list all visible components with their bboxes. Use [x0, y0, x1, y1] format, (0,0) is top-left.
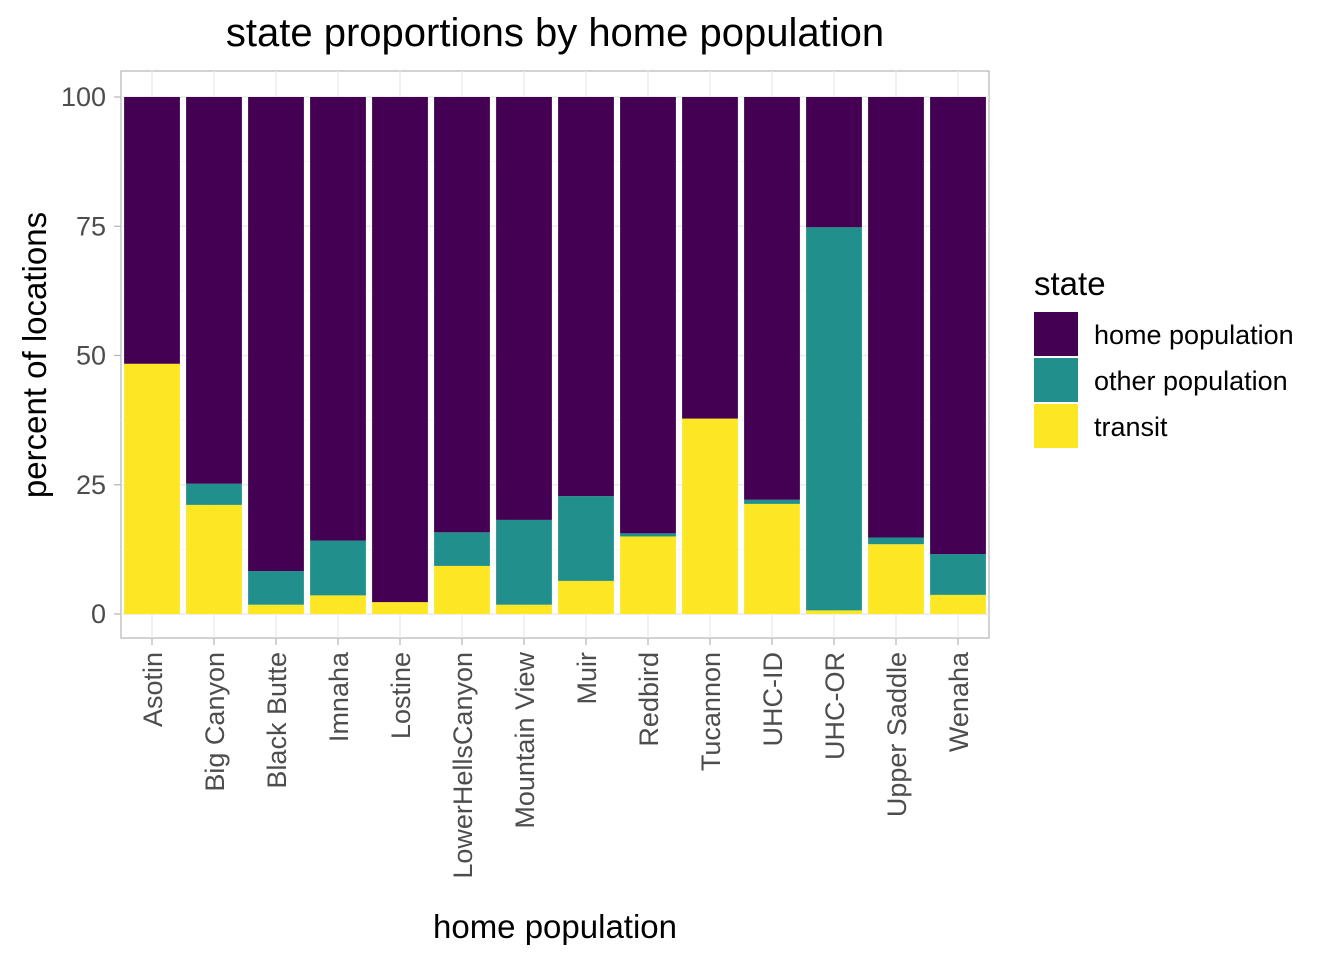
bar-segment	[806, 97, 862, 228]
bar-segment	[744, 503, 800, 614]
y-tick-label: 0	[91, 599, 106, 629]
bar-segment	[372, 602, 428, 614]
x-tick-label: UHC-ID	[758, 652, 788, 747]
x-tick-label: Lostine	[386, 652, 416, 739]
bar-segment	[744, 499, 800, 504]
x-tick-label: Muir	[572, 652, 602, 705]
bar-segment	[868, 537, 924, 545]
bar-segment	[434, 97, 490, 533]
legend-title: state	[1034, 265, 1106, 302]
legend-key	[1034, 358, 1078, 402]
bar-segment	[310, 540, 366, 596]
bars	[124, 97, 986, 614]
bar-segment	[434, 565, 490, 614]
x-tick-label: Mountain View	[510, 652, 540, 829]
bar-segment	[248, 571, 304, 605]
legend-label: other population	[1094, 366, 1288, 396]
legend-key	[1034, 312, 1078, 356]
bar-segment	[496, 604, 552, 614]
x-tick-label: UHC-OR	[820, 652, 850, 760]
bar-segment	[930, 554, 986, 595]
y-axis-title: percent of locations	[16, 212, 53, 498]
bar-segment	[248, 604, 304, 614]
bar-segment	[496, 97, 552, 520]
legend-label: transit	[1094, 412, 1168, 442]
x-tick-label: Asotin	[138, 652, 168, 727]
x-axis-ticks: Asotin Big Canyon Black Butte Imnaha Lostine…	[138, 638, 974, 879]
bar-segment	[310, 595, 366, 614]
bar-segment	[124, 363, 180, 614]
x-tick-label: Upper Saddle	[882, 652, 912, 817]
x-tick-label: Black Butte	[262, 652, 292, 789]
bar-segment	[620, 533, 676, 537]
bar-segment	[868, 544, 924, 614]
y-tick-label: 100	[61, 82, 106, 112]
x-tick-label: Big Canyon	[200, 652, 230, 792]
x-tick-label: Tucannon	[696, 652, 726, 771]
y-tick-label: 25	[76, 470, 106, 500]
bar-segment	[558, 496, 614, 581]
x-tick-label: Wenaha	[944, 651, 974, 752]
chart-title: state proportions by home population	[226, 11, 884, 55]
legend-label: home population	[1094, 320, 1294, 350]
bar-segment	[186, 504, 242, 614]
x-axis-title: home population	[433, 908, 677, 945]
x-tick-label: Redbird	[634, 652, 664, 747]
bar-segment	[868, 97, 924, 538]
bar-segment	[496, 519, 552, 605]
bar-segment	[806, 227, 862, 611]
bar-segment	[682, 97, 738, 419]
bar-segment	[930, 594, 986, 614]
bar-segment	[558, 580, 614, 614]
x-tick-label: LowerHellsCanyon	[448, 652, 478, 879]
bar-segment	[744, 97, 800, 500]
bar-segment	[434, 532, 490, 566]
bar-segment	[372, 97, 428, 603]
bar-segment	[124, 97, 180, 364]
bar-segment	[558, 97, 614, 497]
bar-segment	[682, 418, 738, 614]
legend-key	[1034, 404, 1078, 448]
bar-segment	[186, 483, 242, 505]
legend: state home population other population tra…	[1034, 265, 1294, 448]
bar-segment	[620, 97, 676, 534]
y-tick-label: 75	[76, 211, 106, 241]
bar-segment	[248, 97, 304, 572]
y-tick-label: 50	[76, 341, 106, 371]
x-tick-label: Imnaha	[324, 651, 354, 742]
bar-segment	[806, 610, 862, 614]
y-axis-ticks: 0 25 50 75 100	[61, 82, 121, 629]
bar-segment	[930, 97, 986, 555]
bar-segment	[620, 536, 676, 614]
legend-items: home population other population transit	[1034, 312, 1294, 448]
bar-segment	[186, 97, 242, 484]
bar-segment	[310, 97, 366, 541]
